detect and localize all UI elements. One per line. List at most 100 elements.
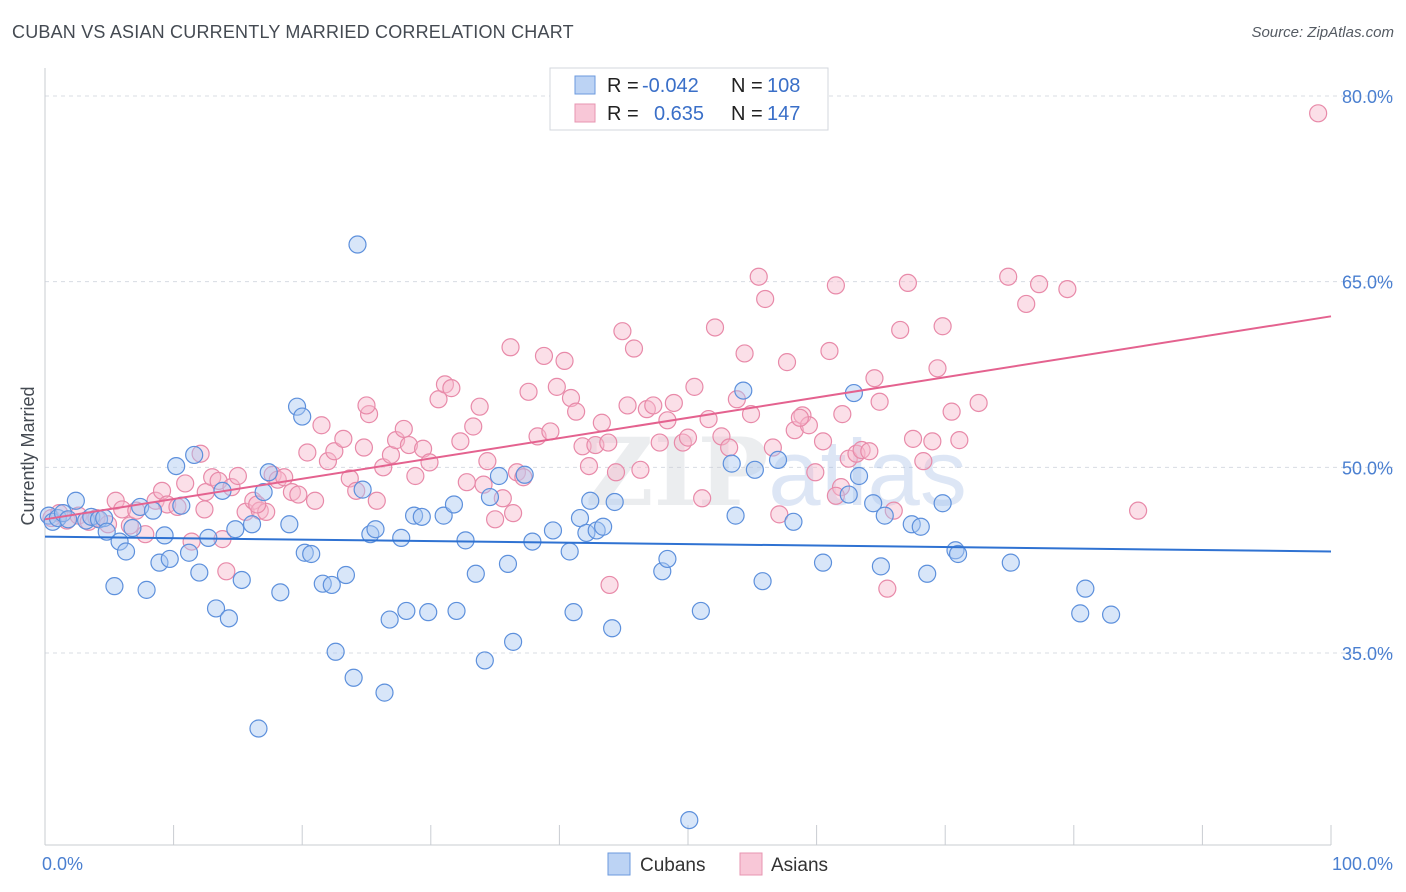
asians-point-34 — [298, 443, 317, 462]
cubans-point-97 — [875, 506, 894, 525]
asians-point-117 — [865, 369, 884, 388]
cubans-point-38 — [287, 397, 307, 416]
cubans-point-54 — [397, 601, 416, 621]
legend-r-label-cubans: R = — [607, 75, 639, 97]
cubans-point-96 — [871, 557, 891, 576]
asians-point-146 — [504, 504, 523, 523]
asians-point-103 — [770, 505, 789, 524]
asians-point-134 — [1058, 279, 1077, 299]
asians-point-42 — [354, 438, 374, 457]
asians-point-61 — [486, 510, 505, 529]
axes — [44, 68, 1332, 846]
asians-point-60 — [478, 452, 497, 471]
cubans-point-17 — [143, 501, 163, 520]
asians-point-92 — [693, 489, 712, 508]
asians-point-49 — [399, 435, 419, 455]
asians-point-57 — [457, 473, 476, 492]
cubans-point-50 — [366, 520, 385, 539]
cubans-point-101 — [933, 494, 952, 513]
series-asians-points — [42, 104, 1328, 598]
asians-point-118 — [870, 392, 889, 411]
asians-point-94 — [705, 318, 725, 337]
series-legend: Cubans Asians — [607, 852, 828, 876]
cubans-point-18 — [150, 553, 169, 572]
cubans-point-107 — [1101, 605, 1121, 624]
cubans-point-56 — [412, 507, 431, 526]
cubans-point-11 — [105, 577, 124, 596]
cubans-point-22 — [172, 496, 191, 515]
asians-point-110 — [820, 341, 839, 361]
asians-point-48 — [394, 419, 413, 439]
x-tick-label-min: 0.0% — [42, 854, 83, 874]
asians-point-127 — [933, 317, 952, 336]
legend-n-value-asians: 147 — [767, 103, 800, 125]
cubans-point-79 — [605, 492, 624, 512]
cubans-point-53 — [392, 528, 411, 547]
cubans-point-55 — [404, 506, 424, 525]
series-cubans-points — [39, 235, 1121, 830]
cubans-point-4 — [59, 510, 78, 529]
asians-point-73 — [567, 402, 586, 421]
cubans-point-92 — [839, 485, 858, 504]
asians-point-55 — [442, 379, 461, 398]
asians-point-74 — [573, 437, 592, 456]
cubans-point-62 — [466, 564, 485, 583]
asians-point-133 — [1029, 275, 1049, 294]
asians-point-16 — [176, 474, 195, 493]
y-tick-label-50: 50.0% — [1342, 458, 1393, 478]
asians-point-75 — [579, 456, 599, 476]
cubans-point-52 — [380, 610, 399, 629]
cubans-point-10 — [97, 522, 116, 541]
cubans-point-86 — [734, 381, 753, 400]
cubans-point-14 — [123, 518, 142, 538]
asians-point-122 — [898, 273, 918, 293]
asians-point-13 — [152, 481, 172, 500]
cubans-point-20 — [160, 549, 179, 569]
asians-point-39 — [334, 429, 353, 448]
asians-point-109 — [813, 432, 833, 451]
cubans-point-85 — [726, 506, 745, 525]
cubans-point-44 — [326, 642, 345, 661]
cubans-point-88 — [753, 572, 772, 591]
cubans-point-35 — [259, 463, 278, 482]
cubans-point-16 — [137, 580, 156, 599]
cubans-point-68 — [515, 465, 534, 484]
asians-point-52 — [420, 453, 439, 472]
cubans-point-41 — [302, 544, 321, 564]
x-tick-label-max: 100.0% — [1332, 854, 1393, 874]
cubans-point-31 — [232, 570, 251, 590]
asians-point-116 — [860, 442, 879, 461]
asians-point-135 — [1128, 501, 1148, 520]
asians-point-82 — [624, 339, 644, 358]
cubans-point-84 — [722, 454, 741, 473]
cubans-point-103 — [948, 544, 968, 564]
cubans-point-36 — [271, 583, 290, 602]
cubans-point-19 — [155, 526, 174, 545]
cubans-point-78 — [603, 619, 622, 638]
asians-point-142 — [600, 575, 619, 595]
cubans-point-65 — [489, 466, 509, 486]
asians-point-44 — [367, 491, 386, 510]
legend-n-value-cubans: 108 — [767, 75, 800, 97]
grid-lines — [45, 95, 1393, 654]
asians-point-106 — [793, 406, 812, 425]
legend-r-label-asians: R = — [607, 103, 639, 125]
cubans-point-63 — [475, 651, 494, 670]
asians-point-22 — [217, 562, 236, 581]
cubans-point-48 — [353, 480, 372, 499]
asians-point-38 — [325, 442, 344, 461]
cubans-point-57 — [419, 603, 438, 622]
cubans-point-32 — [242, 515, 262, 534]
y-tick-label-80: 80.0% — [1342, 87, 1393, 107]
asians-point-124 — [914, 452, 933, 471]
legend-n-label-asians: N = — [731, 103, 763, 125]
asians-point-126 — [928, 359, 947, 378]
asians-point-125 — [923, 432, 942, 451]
cubans-point-5 — [66, 491, 85, 510]
cubans-point-29 — [219, 609, 238, 628]
cubans-point-91 — [813, 553, 833, 572]
asians-point-119 — [878, 579, 897, 598]
asians-point-79 — [606, 463, 626, 482]
bottom-legend-label-cubans: Cubans — [640, 855, 706, 876]
cubans-point-59 — [444, 495, 464, 514]
